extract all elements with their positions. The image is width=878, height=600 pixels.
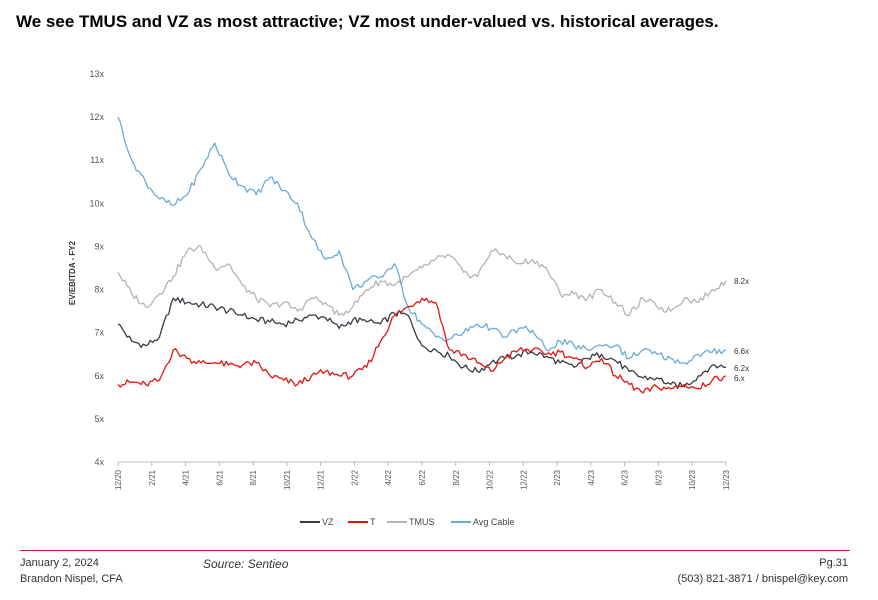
series-line-tmus	[117, 245, 727, 317]
x-tick-label: 8/23	[654, 469, 663, 485]
y-axis: 4x 5x 6x 7x 8x 9x 10x 11x 12x 13x	[89, 69, 104, 467]
plot-lines	[117, 116, 727, 394]
y-tick-label: 12x	[89, 112, 104, 122]
x-tick-label: 12/21	[317, 469, 326, 490]
x-tick-label: 10/22	[486, 469, 495, 490]
x-tick-label: 8/21	[249, 469, 258, 485]
legend: VZ T TMUS Avg Cable	[300, 517, 514, 527]
y-tick-label: 9x	[94, 241, 104, 251]
x-tick-label: 10/21	[283, 469, 292, 490]
end-label-t: 6.x	[734, 374, 745, 383]
legend-label: Avg Cable	[473, 517, 514, 527]
x-tick-label: 12/23	[722, 469, 731, 490]
x-tick-label: 2/23	[553, 469, 562, 485]
x-axis: 12/20 2/21 4/21 6/21 8/21 10/21 12/21 2/22 4/22 6…	[114, 461, 731, 490]
x-tick-label: 2/21	[148, 469, 157, 485]
y-tick-label: 4x	[94, 457, 104, 467]
y-tick-label: 8x	[94, 285, 104, 295]
footer-author: Brandon Nispel, CFA	[20, 573, 123, 585]
y-tick-label: 13x	[89, 69, 104, 79]
x-tick-label: 10/23	[688, 469, 697, 490]
footer-contact: (503) 821-3871 / bnispel@key.com	[677, 573, 848, 585]
series-line-t	[117, 297, 727, 394]
legend-label: VZ	[322, 517, 334, 527]
series-line-avg-cable	[117, 116, 727, 365]
page-title: We see TMUS and VZ as most attractive; V…	[16, 12, 719, 31]
end-labels: 6.2x6.x 8.2x 6.6x	[734, 277, 749, 383]
y-tick-label: 5x	[94, 414, 104, 424]
legend-label: T	[370, 517, 376, 527]
end-label-vz: 6.2x	[734, 364, 749, 373]
footer-page-number: Pg.31	[819, 557, 848, 569]
end-label-tmus: 8.2x	[734, 277, 749, 286]
end-label-avg-cable: 6.6x	[734, 347, 749, 356]
x-tick-label: 4/23	[587, 469, 596, 485]
footer-divider	[20, 550, 850, 551]
x-tick-label: 4/21	[182, 469, 191, 485]
legend-label: TMUS	[409, 517, 435, 527]
x-tick-label: 6/23	[621, 469, 630, 485]
series-line-vz	[117, 297, 727, 390]
x-tick-label: 2/22	[350, 469, 359, 485]
x-tick-label: 6/22	[418, 469, 427, 485]
y-tick-label: 10x	[89, 198, 104, 208]
x-tick-label: 6/21	[215, 469, 224, 485]
x-tick-label: 8/22	[452, 469, 461, 485]
y-axis-label: EV/EBITDA - FY2	[68, 240, 77, 305]
footer-source: Source: Sentieo	[203, 557, 289, 571]
y-tick-label: 7x	[94, 328, 104, 338]
x-tick-label: 12/20	[114, 469, 123, 490]
footer-date: January 2, 2024	[20, 557, 99, 569]
x-tick-label: 12/22	[519, 469, 528, 490]
x-tick-label: 4/22	[384, 469, 393, 485]
ev-ebitda-line-chart: 4x 5x 6x 7x 8x 9x 10x 11x 12x 13x 12/20 2/21 4/21 6/…	[68, 69, 749, 527]
y-tick-label: 11x	[90, 155, 104, 165]
y-tick-label: 6x	[94, 371, 104, 381]
